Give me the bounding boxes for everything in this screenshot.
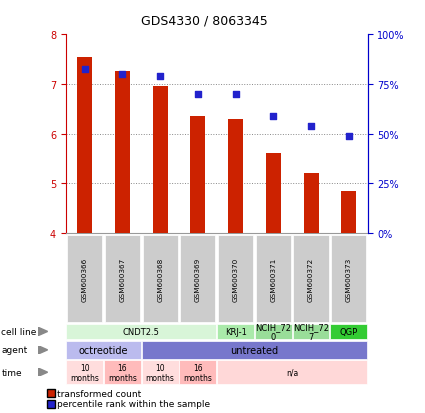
Text: transformed count: transformed count — [57, 389, 142, 398]
Text: GSM600372: GSM600372 — [308, 257, 314, 301]
Bar — [77, 57, 92, 233]
Point — [81, 66, 88, 73]
Point — [119, 71, 126, 78]
Text: percentile rank within the sample: percentile rank within the sample — [57, 399, 210, 408]
Polygon shape — [38, 328, 48, 336]
Text: CNDT2.5: CNDT2.5 — [123, 327, 160, 336]
Text: untreated: untreated — [230, 345, 278, 355]
Text: NCIH_72
7: NCIH_72 7 — [293, 322, 329, 341]
Point — [232, 91, 239, 98]
Text: n/a: n/a — [286, 368, 298, 377]
Bar — [303, 174, 319, 233]
Text: GSM600368: GSM600368 — [157, 257, 163, 301]
Text: KRJ-1: KRJ-1 — [225, 327, 246, 336]
Text: cell line: cell line — [1, 327, 37, 336]
Point — [346, 133, 352, 140]
Bar — [190, 117, 205, 233]
Bar — [228, 119, 243, 233]
Text: NCIH_72
0: NCIH_72 0 — [255, 322, 291, 341]
Point — [157, 74, 164, 81]
Text: 16
months: 16 months — [108, 363, 137, 382]
Text: 16
months: 16 months — [184, 363, 212, 382]
Polygon shape — [38, 346, 48, 354]
Text: GSM600373: GSM600373 — [346, 257, 352, 301]
Bar — [341, 191, 356, 233]
Text: 10
months: 10 months — [70, 363, 99, 382]
Bar — [266, 154, 281, 233]
Text: time: time — [1, 368, 22, 377]
Text: GSM600366: GSM600366 — [82, 257, 88, 301]
Bar — [153, 87, 168, 233]
Text: QGP: QGP — [340, 327, 358, 336]
Text: GSM600370: GSM600370 — [232, 257, 238, 301]
Text: GSM600371: GSM600371 — [270, 257, 276, 301]
Text: GSM600369: GSM600369 — [195, 257, 201, 301]
Text: octreotide: octreotide — [79, 345, 128, 355]
Text: agent: agent — [1, 346, 28, 354]
Polygon shape — [38, 368, 48, 377]
Point — [308, 123, 314, 130]
Point — [270, 114, 277, 120]
Text: GDS4330 / 8063345: GDS4330 / 8063345 — [141, 14, 267, 27]
Text: GSM600367: GSM600367 — [119, 257, 125, 301]
Point — [195, 91, 201, 98]
Bar — [115, 72, 130, 233]
Text: 10
months: 10 months — [146, 363, 175, 382]
